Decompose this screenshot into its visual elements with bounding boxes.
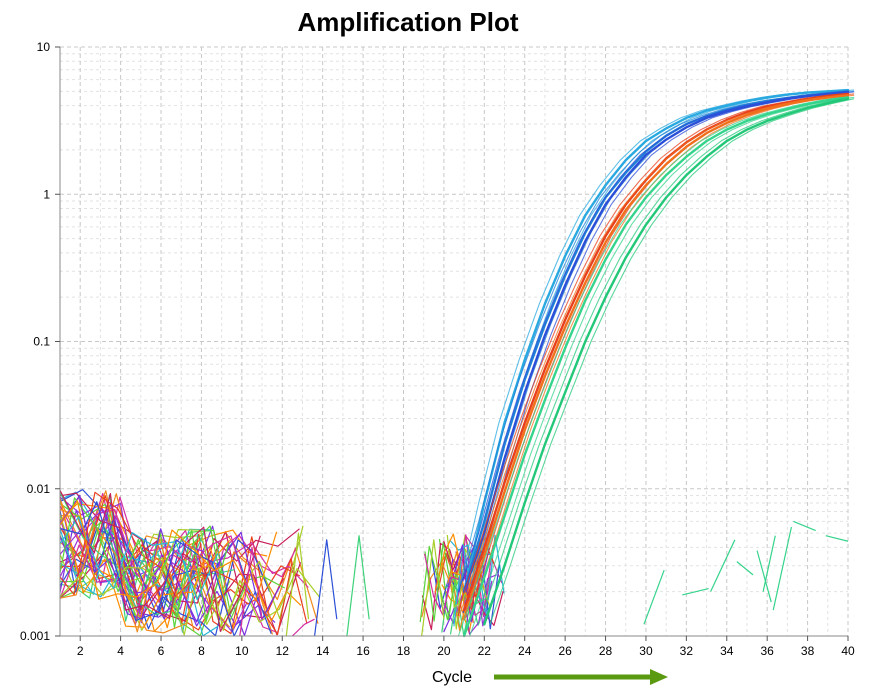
noise-trace	[452, 544, 491, 623]
replicate-curve	[469, 89, 855, 593]
noise-trace	[313, 539, 338, 637]
replicate-curve	[489, 98, 855, 625]
x-tick-label: 20	[437, 644, 451, 658]
noise-trace	[285, 532, 310, 637]
x-tick-label: 22	[478, 644, 492, 658]
x-tick-label: 40	[841, 644, 855, 658]
x-axis-label: Cycle	[432, 669, 472, 686]
noise-trace	[239, 546, 263, 637]
x-tick-label: 4	[117, 644, 124, 658]
replicate-curve	[457, 89, 843, 593]
noise-trace	[793, 520, 816, 532]
arrow-head	[650, 669, 668, 685]
y-tick-label: 10	[37, 40, 51, 54]
y-axis-ticks: 0.001 0.01 0.1 1 10	[20, 40, 60, 643]
y-tick-label: 1	[43, 187, 50, 201]
noise-trace	[59, 514, 304, 636]
x-tick-label: 24	[518, 644, 532, 658]
noise-trace	[59, 516, 219, 601]
noise-trace	[736, 561, 754, 576]
replicate-curve	[478, 98, 843, 625]
noise-trace	[710, 539, 736, 592]
x-axis-ticks: 2 4 6 8 10 12 14 16 18 20 22 24 26 28 30 32 34 36 38 40	[77, 636, 855, 658]
noise-trace	[59, 525, 285, 622]
noise-trace	[59, 528, 320, 631]
x-tick-label: 36	[760, 644, 774, 658]
noise-trace	[682, 587, 709, 596]
x-tick-label: 32	[680, 644, 694, 658]
amplification-curve-1	[462, 88, 850, 593]
x-tick-label: 14	[316, 644, 330, 658]
noise-trace	[421, 539, 445, 637]
noise-trace	[59, 535, 279, 634]
noise-trace	[423, 553, 462, 616]
noise-trace	[424, 541, 462, 622]
amplification-curves	[457, 88, 855, 638]
noise-trace	[825, 535, 849, 542]
noise-trace	[449, 539, 487, 611]
noise-trace	[59, 490, 261, 633]
x-tick-label: 28	[599, 644, 613, 658]
noise-trace	[419, 545, 458, 623]
baseline-noise-traces	[59, 489, 849, 637]
cycle-direction-arrow	[494, 669, 668, 685]
noise-trace	[756, 550, 772, 603]
x-tick-label: 18	[397, 644, 411, 658]
noise-trace	[643, 569, 665, 625]
replicate-curve	[463, 89, 849, 593]
x-tick-label: 2	[77, 644, 84, 658]
x-tick-label: 16	[356, 644, 370, 658]
x-tick-label: 6	[158, 644, 165, 658]
noise-trace	[346, 535, 370, 637]
replicate-curve	[469, 96, 855, 637]
x-tick-label: 26	[558, 644, 572, 658]
noise-trace	[291, 618, 315, 637]
noise-trace	[59, 491, 220, 625]
noise-trace	[772, 526, 793, 611]
noise-trace	[59, 497, 302, 631]
amplification-curve-7	[483, 97, 850, 626]
amplification-curve-5	[462, 94, 850, 621]
noise-trace	[59, 500, 278, 602]
y-tick-label: 0.001	[20, 629, 50, 643]
noise-trace	[464, 535, 503, 618]
noise-trace	[59, 497, 230, 622]
chart-title: Amplification Plot	[298, 7, 519, 37]
amplification-curve-6	[462, 96, 850, 638]
noise-trace	[59, 501, 272, 637]
x-tick-label: 38	[801, 644, 815, 658]
replicate-curve	[457, 94, 843, 620]
noise-trace	[59, 492, 302, 636]
x-tick-label: 10	[235, 644, 249, 658]
noise-trace	[59, 524, 231, 633]
y-tick-label: 0.01	[27, 482, 51, 496]
y-tick-label: 0.1	[33, 335, 50, 349]
x-tick-label: 34	[720, 644, 734, 658]
x-tick-label: 8	[198, 644, 205, 658]
x-tick-label: 30	[639, 644, 653, 658]
replicate-curve	[457, 96, 843, 637]
amplification-curve-3	[462, 90, 850, 593]
noise-trace	[59, 494, 281, 623]
noise-trace	[762, 535, 776, 592]
x-tick-label: 12	[276, 644, 290, 658]
